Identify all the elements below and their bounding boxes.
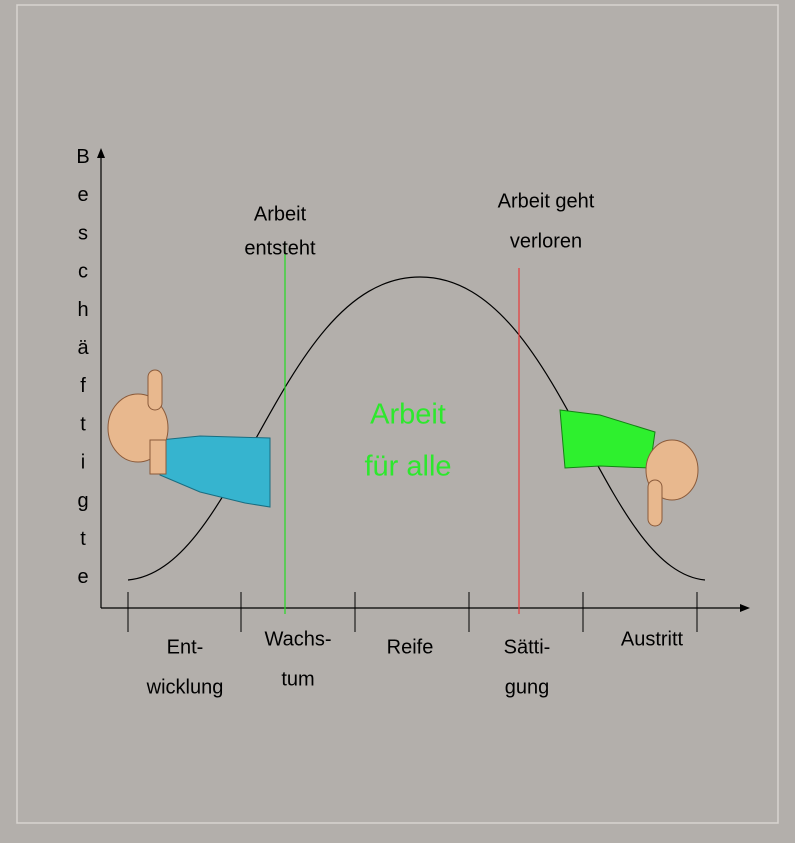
phase-label: gung [505, 676, 550, 698]
annotation: Arbeit [254, 203, 307, 225]
phase-label: tum [281, 668, 314, 690]
annotation: Arbeit geht [498, 190, 595, 212]
annotation: entsteht [244, 237, 316, 259]
phase-label: Austritt [621, 628, 684, 650]
center-label: Arbeit [370, 399, 446, 431]
phase-label: Reife [387, 636, 434, 658]
annotation: verloren [510, 230, 582, 252]
phase-label: wicklung [146, 676, 224, 698]
center-label: für alle [364, 451, 451, 483]
phase-label: Ent- [167, 636, 204, 658]
phase-label: Sätti- [504, 636, 551, 658]
phase-label: Wachs- [264, 628, 331, 650]
diagram: BeschäftigteArbeitentstehtArbeit gehtver… [0, 0, 795, 843]
